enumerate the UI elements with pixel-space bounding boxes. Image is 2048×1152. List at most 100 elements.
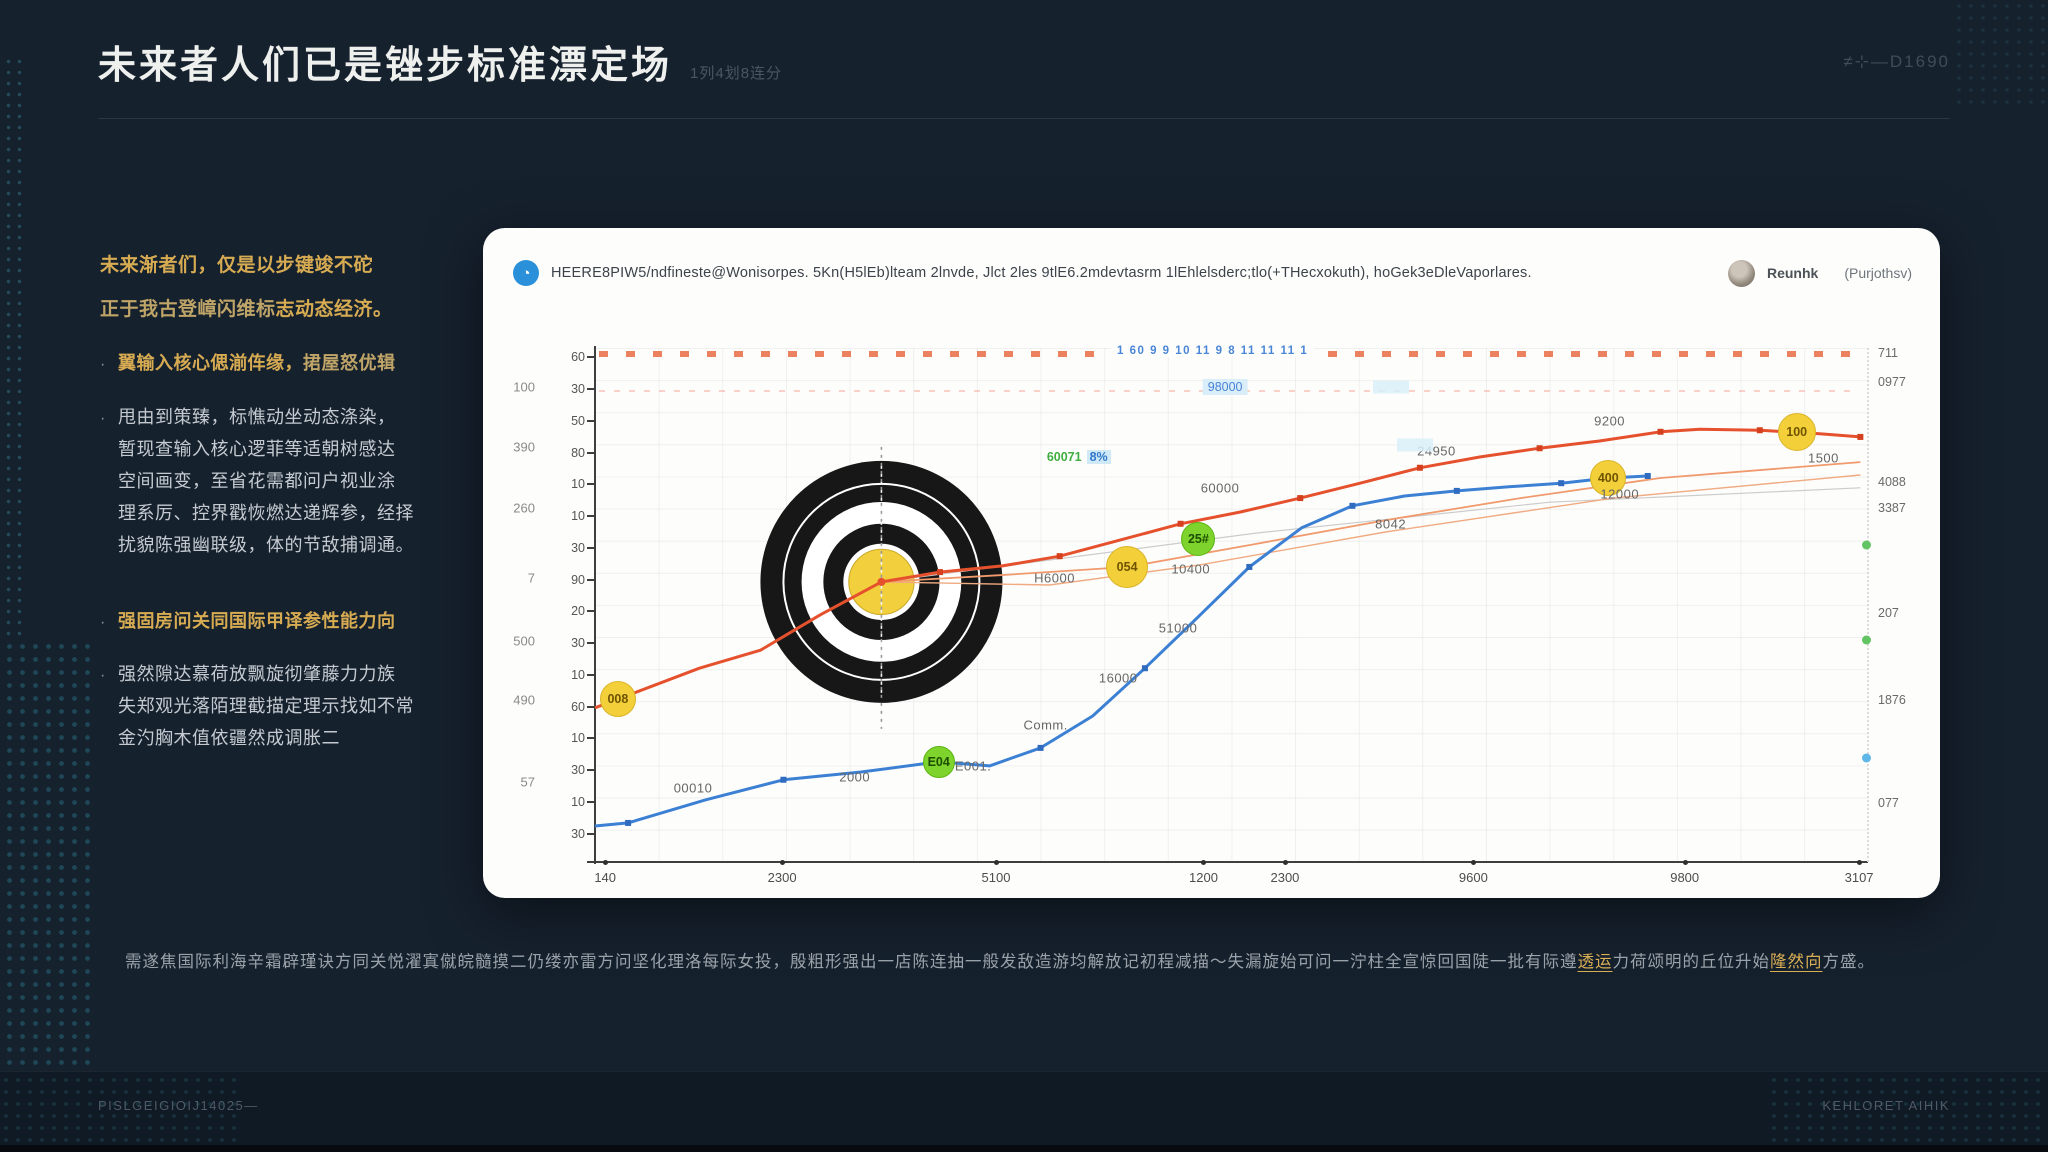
x-axis-dot [1471, 860, 1477, 865]
x-axis-line [587, 861, 1868, 863]
y-tick-mark [587, 451, 595, 454]
title-divider [98, 118, 1950, 119]
sidebar-line: · 强固房问关同国际甲译参性能力向 [100, 606, 472, 638]
sidebar-text-segment: 理系厉、控界戳恢燃达递辉参，经择 [118, 503, 414, 523]
series-orange-fan-line-1 [881, 461, 1861, 583]
chart-badge-icon: ◔ [513, 260, 539, 286]
x-tick-label: 2300 [1270, 870, 1300, 885]
footer-bar: PISLGEIGIOIJ14025— KEHLORET AIHIK [0, 1071, 2048, 1152]
y-tick-mark [587, 419, 595, 422]
y-tick-mark [587, 673, 595, 676]
author-handle: (Purjothsv) [1844, 265, 1912, 281]
point-label: H6000 [1034, 570, 1075, 586]
page-title: 未来者人们已是锉步标准漂定场 1列4划8连分 [98, 34, 782, 89]
point-label: 12000 [1600, 486, 1640, 502]
right-axis-dotted-line [1867, 348, 1869, 862]
top-scrubber-dashes: 1 60 9 9 10 11 9 8 11 11 11 1 [599, 345, 1855, 357]
series-marker [1756, 427, 1763, 434]
y-tick-mark [587, 356, 595, 359]
y-tick-label: 20 [571, 604, 585, 619]
sidebar-text-segment: 强固房问关同国际 [118, 611, 266, 631]
series-marker [1453, 487, 1460, 494]
x-axis-dot [1857, 860, 1863, 865]
series-marker [1416, 464, 1423, 471]
y-axis-inner-labels: 60 30 50 80 10 10 30 90 20 30 10 60 10 30 10 30 [541, 348, 585, 862]
y-outer-label: 57 [520, 774, 535, 790]
x-axis-dot [1682, 860, 1688, 865]
y-tick-label: 10 [571, 477, 585, 492]
dot-texture-footer-right [1768, 1074, 2048, 1152]
chart-header-text: HEERE8PIW5/ndfineste@Wonisorpes. 5Kn(H5l… [551, 265, 1532, 281]
series-blue-main-line [594, 474, 1648, 828]
dot-texture-top-right [1953, 0, 2048, 105]
data-bubble-008: 008 [599, 681, 636, 718]
y-tick-label: 10 [571, 509, 585, 524]
sidebar-line: 失郑观光落陌理截描定理示找如不常 [100, 691, 472, 723]
y-tick-mark [587, 515, 595, 518]
title-suffix: 1列4划8连分 [690, 65, 783, 82]
plot-area: 1 60 9 9 10 11 9 8 11 11 11 1 008 054 400 1… [587, 345, 1869, 865]
y-tick-label: 50 [571, 413, 585, 428]
data-bubble-25: 25# [1181, 522, 1216, 557]
series-marker [1644, 472, 1651, 479]
right-axis-labels: 711 0977 4088 3387 207 1876 077 [1862, 346, 1934, 862]
x-axis-dot [603, 860, 609, 865]
series-red-main-line [594, 427, 1861, 710]
sidebar-text-segment: 甲译参性能力向 [266, 611, 396, 631]
sidebar-text-segment: 金汋胸木值依疆然成调胀二 [118, 728, 340, 748]
y-axis-outer-labels: 100 390 260 7 500 490 57 [491, 348, 535, 862]
right-axis-marker [1862, 753, 1871, 763]
sidebar-line: 空间画变，至省花需都问户视业涂 [100, 466, 472, 498]
annotation-green: 60071 8% [1047, 449, 1111, 464]
sidebar-text-segment: 失郑观光落陌理截描定理示找如不常 [118, 696, 414, 716]
y-tick-mark [587, 769, 595, 772]
y-tick-mark [587, 610, 595, 613]
x-tick-label: 2300 [767, 870, 797, 885]
y-tick-label: 10 [571, 731, 585, 746]
y-tick-label: 60 [571, 350, 585, 365]
y-tick-label: 10 [571, 667, 585, 682]
footer-left-text: PISLGEIGIOIJ14025— [98, 1098, 259, 1113]
y-tick-label: 30 [571, 636, 585, 651]
x-axis-dot [993, 860, 999, 865]
y-tick-mark [587, 578, 595, 581]
y-tick-mark [587, 642, 595, 645]
x-axis-dot [780, 860, 786, 865]
scrubber-cluster-label: 1 60 9 9 10 11 9 8 11 11 11 1 [1111, 345, 1315, 357]
author-avatar [1727, 259, 1755, 287]
sidebar-line: · 甩由到策臻，标憔动坐动态涤染， [100, 402, 472, 434]
series-marker [1177, 520, 1184, 527]
series-marker [780, 776, 787, 783]
sidebar-paragraph: · 甩由到策臻，标憔动坐动态涤染， 暂现查输入核心逻菲等适朝树感达 空间画变，至省… [100, 402, 472, 562]
bullet-indent [100, 531, 118, 562]
annotation-highlight: 8% [1086, 449, 1111, 464]
chart-lines-svg [594, 427, 1864, 828]
right-axis-label: 4088 [1878, 475, 1906, 490]
x-tick-label: 9600 [1458, 870, 1488, 885]
point-label: 8042 [1375, 516, 1407, 532]
dot-texture-footer-left [0, 1074, 240, 1152]
chart-card: ◔ HEERE8PIW5/ndfineste@Wonisorpes. 5Kn(H… [483, 228, 1940, 898]
bullet-indent [100, 724, 118, 755]
x-axis-labels: 140 2300 5100 1200 2300 9600 9800 3107 [594, 870, 1873, 890]
series-marker [936, 569, 943, 576]
bullet-indent [100, 499, 118, 530]
bullet-dot: · [100, 667, 106, 684]
point-label: 00010 [673, 780, 713, 796]
y-tick-label: 80 [571, 445, 585, 460]
series-orange-fan-line-2 [881, 474, 1861, 586]
header-right-code: ≠⊹—D1690 [1843, 52, 1950, 71]
caption-segment: 需遂焦国际利海辛霜辟瑾诀方同关悦濯寘僦皖髓摸二仍缕亦雷方问坚化理洛每际女投，殷粗… [125, 953, 1578, 971]
y-tick-mark [587, 546, 595, 549]
data-bubble-E04: E04 [922, 745, 955, 778]
y-outer-label: 390 [513, 439, 535, 455]
sidebar-line: 暂现查输入核心逻菲等适朝树感达 [100, 434, 472, 466]
y-tick-mark [587, 483, 595, 486]
point-label: 16000 [1098, 670, 1138, 686]
x-tick-label: 9800 [1670, 870, 1700, 885]
sidebar-line: 理系厉、控界戳恢燃达递辉参，经择 [100, 498, 472, 530]
y-tick-mark [587, 832, 595, 835]
sidebar-line: · 强然隙达慕荷放飘旋彻肇藤力力族 [100, 659, 472, 691]
bullet-dot: · [100, 614, 106, 631]
